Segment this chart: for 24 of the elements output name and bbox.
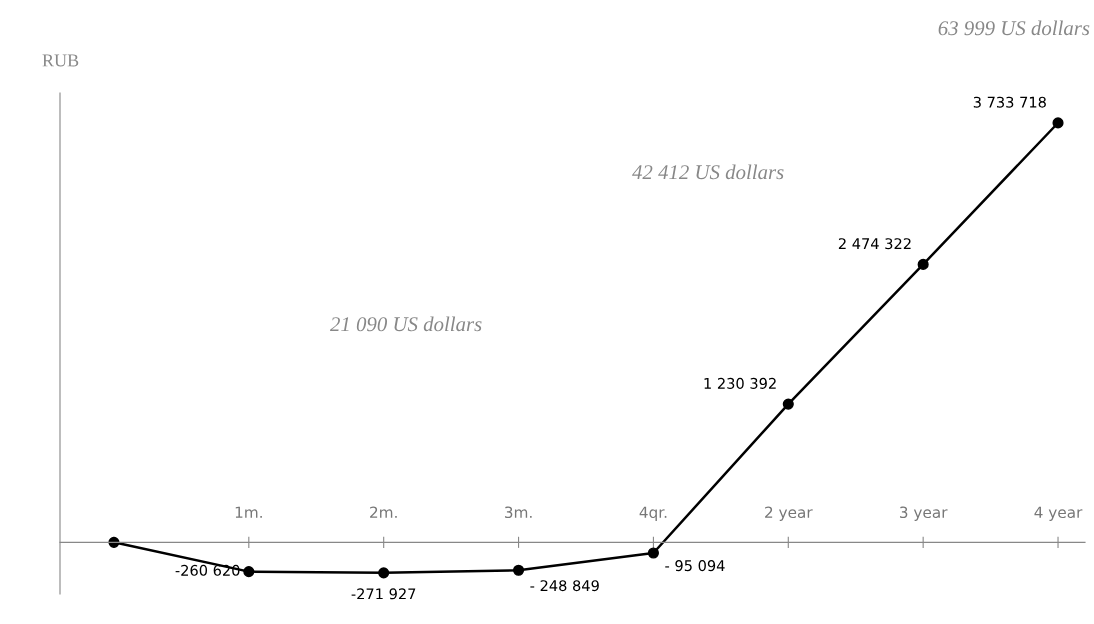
data-label: - 95 094	[665, 560, 725, 572]
x-tick-label: 4qr.	[639, 506, 667, 521]
data-label: - 248 849	[530, 580, 599, 592]
point	[917, 258, 929, 270]
y-axis-title: RUB	[42, 54, 79, 67]
point	[378, 567, 390, 579]
point	[512, 564, 525, 576]
x-tick-label: 3 year	[899, 506, 948, 521]
x-tick-label: 3m.	[504, 506, 532, 519]
x-tick-label: 2 year	[765, 506, 813, 521]
annotation: 42 412 US dollars	[632, 164, 784, 180]
text: 63 999 US dollars	[938, 20, 1090, 36]
data-label: 1 230 392	[704, 377, 776, 389]
point	[647, 547, 659, 559]
point	[1052, 117, 1064, 129]
point	[243, 566, 255, 578]
data-label: 3 733 718	[973, 96, 1046, 108]
x-tick-label: 4 year	[1034, 506, 1083, 521]
x-tick-label: 2m.	[370, 506, 397, 518]
point	[782, 398, 794, 410]
x-tick-label: 1m.	[235, 506, 262, 518]
annotation: 21 090 US dollars	[330, 316, 482, 332]
data-label: -271 927	[351, 588, 416, 600]
data-label: 2 474 322	[838, 238, 911, 250]
